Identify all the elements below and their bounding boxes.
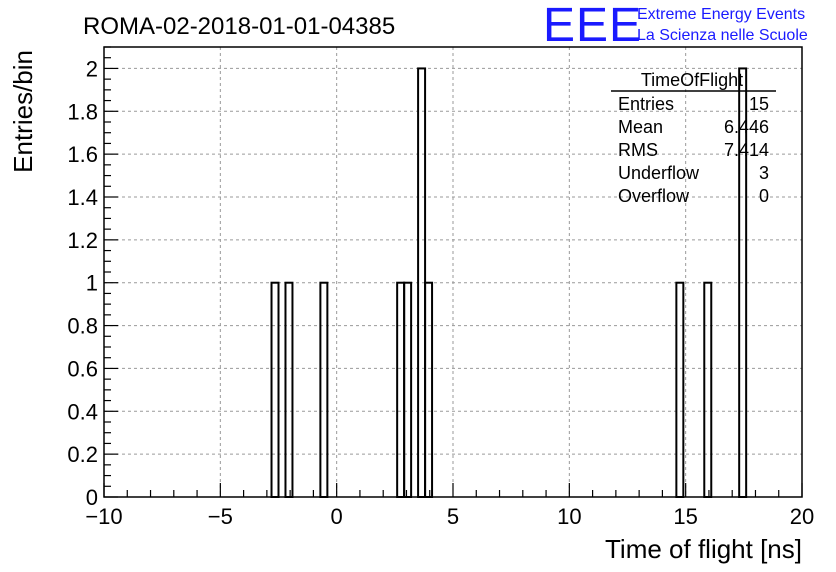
y-tick-label: 1 [86, 271, 98, 296]
y-tick-label: 1.2 [67, 228, 98, 253]
y-tick-label: 0.6 [67, 356, 98, 381]
y-tick-label: 0.2 [67, 442, 98, 467]
stats-label-overflow: Overflow [618, 186, 690, 206]
stats-value-rms: 7.414 [724, 140, 769, 160]
x-tick-label: 20 [790, 504, 814, 529]
axis-ticks [103, 46, 803, 498]
histogram-bar [675, 281, 685, 499]
x-tick-labels: −10 −5 0 5 10 15 20 [85, 504, 814, 529]
x-tick-label: 0 [331, 504, 343, 529]
y-tick-label: 2 [86, 56, 98, 81]
y-tick-label: 1.4 [67, 185, 98, 210]
x-axis-label: Time of flight [ns] [605, 534, 802, 564]
y-tick-label: 0.4 [67, 399, 98, 424]
stats-box: TimeOfFlight Entries 15 Mean 6.446 RMS 7… [611, 70, 776, 206]
x-tick-label: 10 [557, 504, 581, 529]
stats-label-rms: RMS [618, 140, 658, 160]
y-tick-label: 0.8 [67, 314, 98, 339]
stats-value-underflow: 3 [759, 163, 769, 183]
logo-line-2: La Scienza nelle Scuole [637, 27, 808, 44]
stats-label-entries: Entries [618, 94, 674, 114]
histogram-bar [703, 281, 713, 499]
histogram-bar [284, 281, 294, 499]
logo-mark: EEE [543, 0, 642, 52]
y-tick-label: 0 [86, 485, 98, 510]
histogram-bar [396, 281, 406, 499]
stats-title: TimeOfFlight [641, 70, 743, 90]
stats-label-mean: Mean [618, 117, 663, 137]
grid [104, 47, 802, 497]
stats-value-entries: 15 [749, 94, 769, 114]
histogram-bar [403, 281, 413, 499]
histogram-bar [319, 281, 329, 499]
stats-label-underflow: Underflow [618, 163, 700, 183]
stats-value-mean: 6.446 [724, 117, 769, 137]
y-tick-labels: 0 0.2 0.4 0.6 0.8 1 1.2 1.4 1.6 1.8 2 [67, 56, 98, 510]
y-tick-label: 1.6 [67, 142, 98, 167]
y-tick-label: 1.8 [67, 99, 98, 124]
x-tick-label: −10 [85, 504, 122, 529]
x-tick-label: 15 [673, 504, 697, 529]
y-axis-label: Entries/bin [8, 50, 38, 173]
histogram-bar [270, 281, 280, 499]
x-tick-label: −5 [208, 504, 233, 529]
stats-value-overflow: 0 [759, 186, 769, 206]
x-tick-label: 5 [447, 504, 459, 529]
eee-logo: EEE Extreme Energy Events La Scienza nel… [543, 0, 808, 52]
histogram-bar [424, 281, 434, 499]
logo-line-1: Extreme Energy Events [637, 6, 805, 23]
chart-title: ROMA-02-2018-01-01-04385 [83, 13, 395, 40]
